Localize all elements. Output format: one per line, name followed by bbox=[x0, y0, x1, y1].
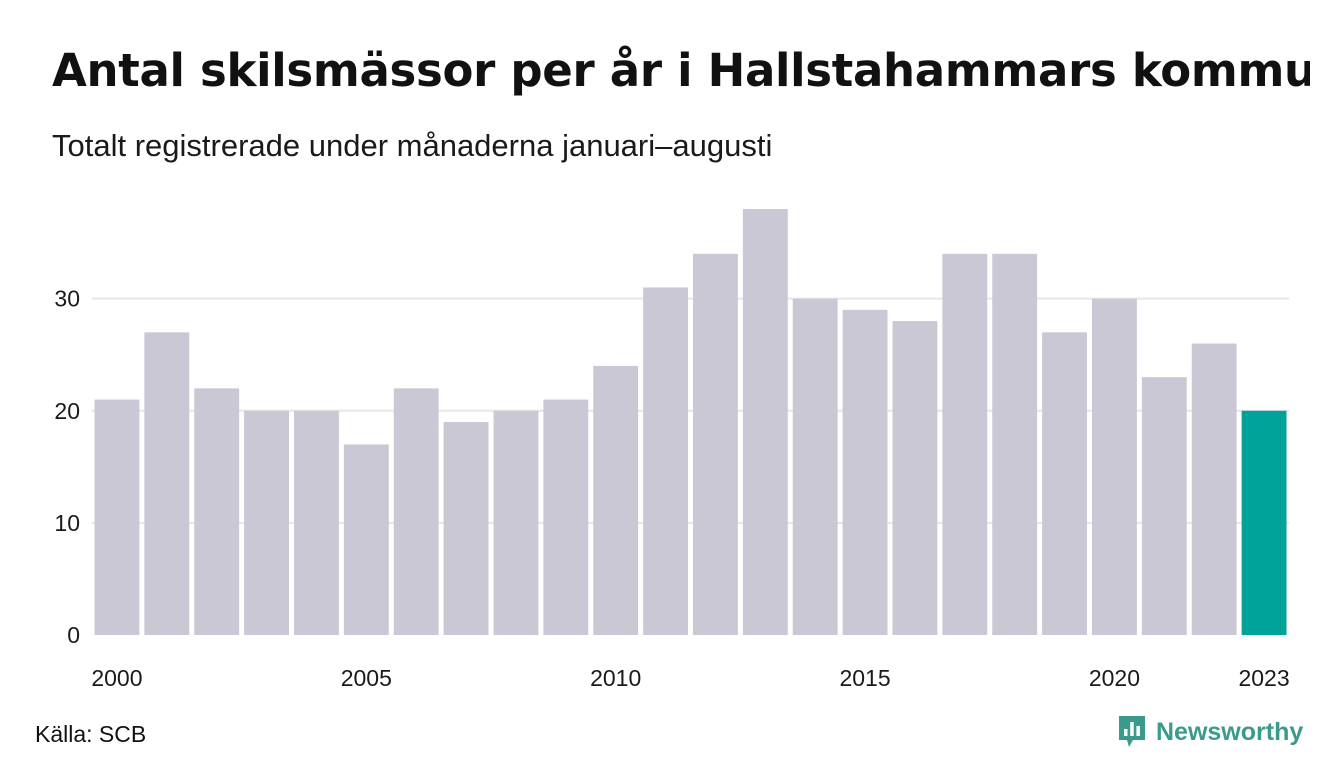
bar-2006 bbox=[393, 388, 439, 635]
x-axis: 2000 2005 2010 2015 2020 2023 bbox=[91, 665, 1289, 691]
chart-title: Antal skilsmässor per år i Hallstahammar… bbox=[52, 44, 1310, 97]
bar-chart: 0 10 20 30 2000 2005 2010 2015 2020 2023 bbox=[54, 209, 1290, 691]
bar-2014 bbox=[792, 298, 838, 635]
bar-2000 bbox=[94, 399, 140, 635]
newsworthy-logo-icon bbox=[1119, 716, 1145, 747]
bar-2013 bbox=[742, 209, 788, 635]
bar-2001 bbox=[144, 332, 190, 635]
bar-2009 bbox=[543, 399, 589, 635]
bar-2010 bbox=[593, 365, 639, 635]
y-tick-label: 30 bbox=[54, 286, 80, 312]
x-tick-label: 2010 bbox=[590, 665, 641, 691]
y-axis: 0 10 20 30 bbox=[54, 286, 80, 648]
bar-2005 bbox=[343, 444, 389, 635]
bar-2020 bbox=[1092, 298, 1137, 635]
x-tick-label: 2023 bbox=[1238, 665, 1289, 691]
brand-logo: Newsworthy bbox=[1117, 712, 1303, 752]
chart-subtitle: Totalt registrerade under månaderna janu… bbox=[52, 128, 773, 163]
y-tick-label: 0 bbox=[67, 622, 80, 648]
bar-2017 bbox=[942, 253, 988, 635]
x-tick-label: 2020 bbox=[1089, 665, 1140, 691]
bar-2018 bbox=[992, 253, 1038, 635]
bar-2002 bbox=[194, 388, 240, 635]
bar-2003 bbox=[244, 410, 289, 635]
bar-2022 bbox=[1191, 343, 1237, 635]
x-tick-label: 2000 bbox=[91, 665, 142, 691]
bars bbox=[94, 209, 1287, 635]
bar-2004 bbox=[294, 410, 339, 635]
x-tick-label: 2015 bbox=[839, 665, 890, 691]
bar-2021 bbox=[1141, 377, 1187, 635]
bar-2008 bbox=[493, 410, 539, 635]
source-note: Källa: SCB bbox=[35, 721, 147, 747]
bar-2007 bbox=[443, 422, 489, 635]
bar-2015 bbox=[842, 309, 888, 635]
x-tick-label: 2005 bbox=[341, 665, 392, 691]
y-tick-label: 20 bbox=[54, 398, 80, 424]
bar-2011 bbox=[643, 287, 688, 635]
bar-2023 bbox=[1241, 410, 1287, 635]
bar-2019 bbox=[1042, 332, 1087, 635]
bar-2012 bbox=[693, 253, 738, 635]
brand-name: Newsworthy bbox=[1156, 717, 1304, 746]
y-tick-label: 10 bbox=[54, 510, 80, 536]
gridlines bbox=[92, 297, 1289, 524]
bar-2016 bbox=[892, 321, 938, 635]
